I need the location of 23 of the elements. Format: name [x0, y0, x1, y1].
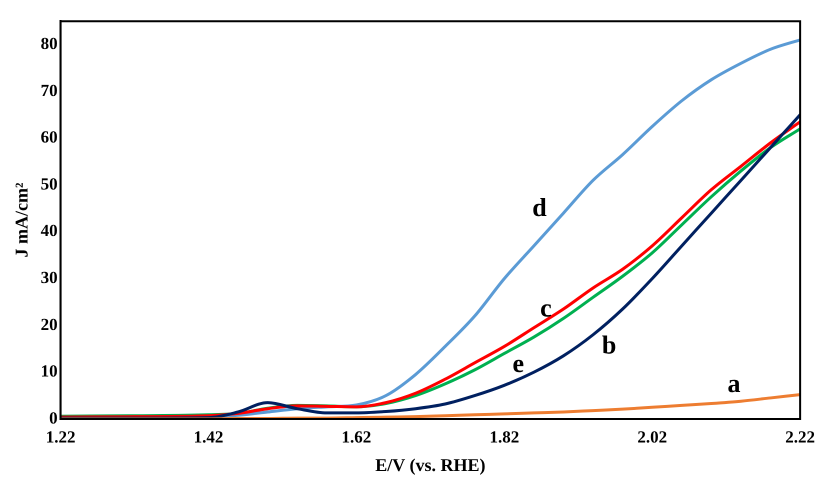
series-label: c [540, 293, 552, 322]
line-series [60, 393, 800, 419]
y-tick-label: 0 [49, 408, 58, 428]
y-axis-title: J mA/cm² [11, 182, 32, 258]
y-tick-label: 60 [40, 128, 58, 147]
x-tick-label: 2.02 [637, 428, 668, 447]
x-tick-label: 1.22 [46, 428, 76, 447]
x-tick-label: 2.22 [785, 428, 815, 447]
x-tick-label: 1.82 [489, 428, 520, 447]
y-tick-label: 10 [40, 362, 58, 381]
y-tick-label: 50 [40, 174, 58, 194]
y-tick-label: 30 [40, 268, 58, 287]
x-tick-label: 1.62 [342, 428, 372, 447]
series-label: a [727, 368, 740, 398]
x-tick-label: 1.42 [194, 428, 224, 447]
x-axis-title: E/V (vs. RHE) [375, 454, 486, 475]
y-tick-label: 70 [40, 80, 58, 100]
series-label: d [532, 192, 548, 222]
series-label: e [512, 349, 524, 378]
y-tick-label: 40 [40, 221, 58, 240]
series-label: b [602, 330, 616, 360]
y-tick-label: 20 [40, 314, 58, 334]
y-tick-label: 80 [40, 34, 58, 53]
